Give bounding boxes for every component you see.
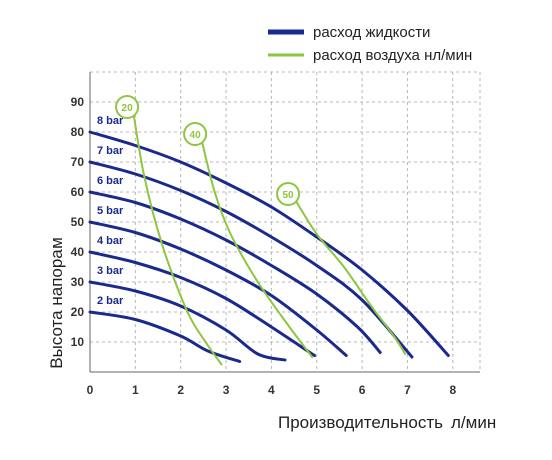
y-axis-unit: м [47,237,66,249]
legend-label-liquid: расход жидкости [313,24,430,41]
air-flow-curve [132,110,223,366]
grid [89,71,481,373]
x-axis-unit: л/мин [451,413,496,432]
liquid-flow-curve [88,160,414,359]
liquid-flow-curve [88,190,382,354]
air-flow-label: 40 [190,130,202,141]
air-flow-marker [276,182,301,206]
pressure-label: 8 bar [97,115,124,127]
y-tick-label: 80 [71,125,85,139]
y-tick-label: 10 [71,335,85,349]
x-tick-label: 7 [404,383,411,397]
axis-ticks: 0 1 2 3 4 5 6 7 8 10 20 30 40 50 60 70 80 90 [71,95,457,397]
legend-label-air: расход воздуха нл/мин [313,47,472,64]
liquid-flow-curve [88,280,287,362]
y-axis-label: Высота напора [47,249,66,369]
x-tick-label: 0 [87,383,94,397]
air-flow-marker [115,95,140,119]
y-tick-label: 90 [71,95,85,109]
y-tick-label: 60 [71,185,85,199]
liquid-flow-curve [88,310,242,363]
x-tick-label: 2 [177,383,184,397]
legend: расход жидкости расход воздуха нл/мин [268,24,472,64]
x-tick-label: 6 [359,383,366,397]
air-flow-marker [183,122,208,146]
y-tick-label: 20 [71,305,85,319]
pressure-label: 3 bar [97,265,124,277]
x-tick-label: 4 [268,383,275,397]
air-flow-label: 50 [283,190,295,201]
pressure-label: 4 bar [97,235,124,247]
y-tick-label: 40 [71,245,85,259]
series-lines [88,110,450,366]
x-axis-label: Производительность [278,413,443,432]
air-flow-curve [293,197,407,355]
liquid-flow-curve [88,130,450,357]
x-tick-label: 5 [313,383,320,397]
pressure-label: 2 bar [97,295,124,307]
pressure-label: 5 bar [97,205,124,217]
air-flow-curve [200,137,314,358]
x-tick-label: 8 [449,383,456,397]
x-tick-label: 1 [132,383,139,397]
y-tick-label: 70 [71,155,85,169]
series-labels: 8 bar 7 bar 6 bar 5 bar 4 bar 3 bar 2 bar 20 40 5… [97,95,301,307]
pressure-label: 6 bar [97,175,124,187]
axis-titles: Производительность л/мин Высота напора м [47,237,496,432]
liquid-flow-curve [88,250,316,357]
y-tick-label: 50 [71,215,85,229]
y-tick-label: 30 [71,275,85,289]
x-tick-label: 3 [223,383,230,397]
air-flow-label: 20 [122,103,134,114]
liquid-flow-curve [88,220,348,357]
pressure-label: 7 bar [97,145,124,157]
